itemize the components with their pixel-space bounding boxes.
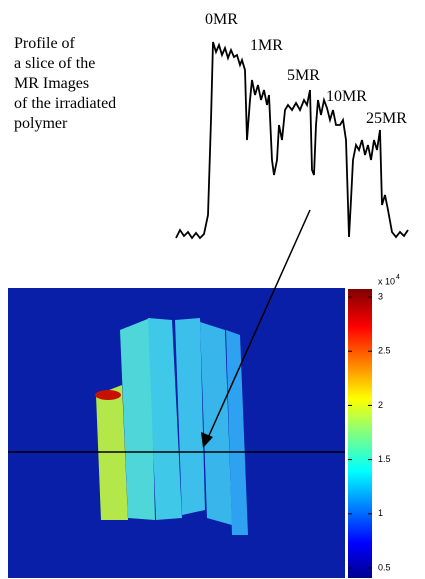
caption-line: a slice of the (14, 55, 95, 72)
caption-line: polymer (14, 115, 68, 132)
caption-line: Profile of (14, 35, 76, 52)
colorbar-exponent: 4 (396, 274, 400, 281)
caption-line: MR Images (14, 75, 89, 92)
strip (148, 318, 182, 520)
colorbar-exponent-base: x 10 (378, 276, 395, 286)
profile-line (175, 41, 409, 240)
arrow-head (201, 432, 213, 448)
profile-label: 0MR (205, 11, 238, 28)
profile-label: 1MR (250, 37, 283, 54)
strip (200, 322, 232, 525)
profile-label: 10MR (326, 88, 367, 105)
profile-label: 5MR (287, 67, 320, 84)
colorbar-tick-label: 1.5 (378, 454, 391, 464)
colorbar-tick-label: 2.5 (378, 346, 391, 356)
strip (226, 330, 248, 535)
colorbar-tick-label: 1 (378, 508, 383, 518)
arrow (206, 209, 311, 441)
colorbar-tick-label: 2 (378, 400, 383, 410)
strip (120, 318, 155, 520)
caption-line: of the irradiated (14, 95, 116, 112)
hot-spot (95, 390, 121, 400)
strip (175, 318, 205, 515)
profile-label: 25MR (366, 110, 407, 127)
colorbar-tick-label: 3 (378, 291, 383, 301)
colorbar-tick-label: 0.5 (378, 562, 391, 572)
colorbar (348, 289, 372, 578)
